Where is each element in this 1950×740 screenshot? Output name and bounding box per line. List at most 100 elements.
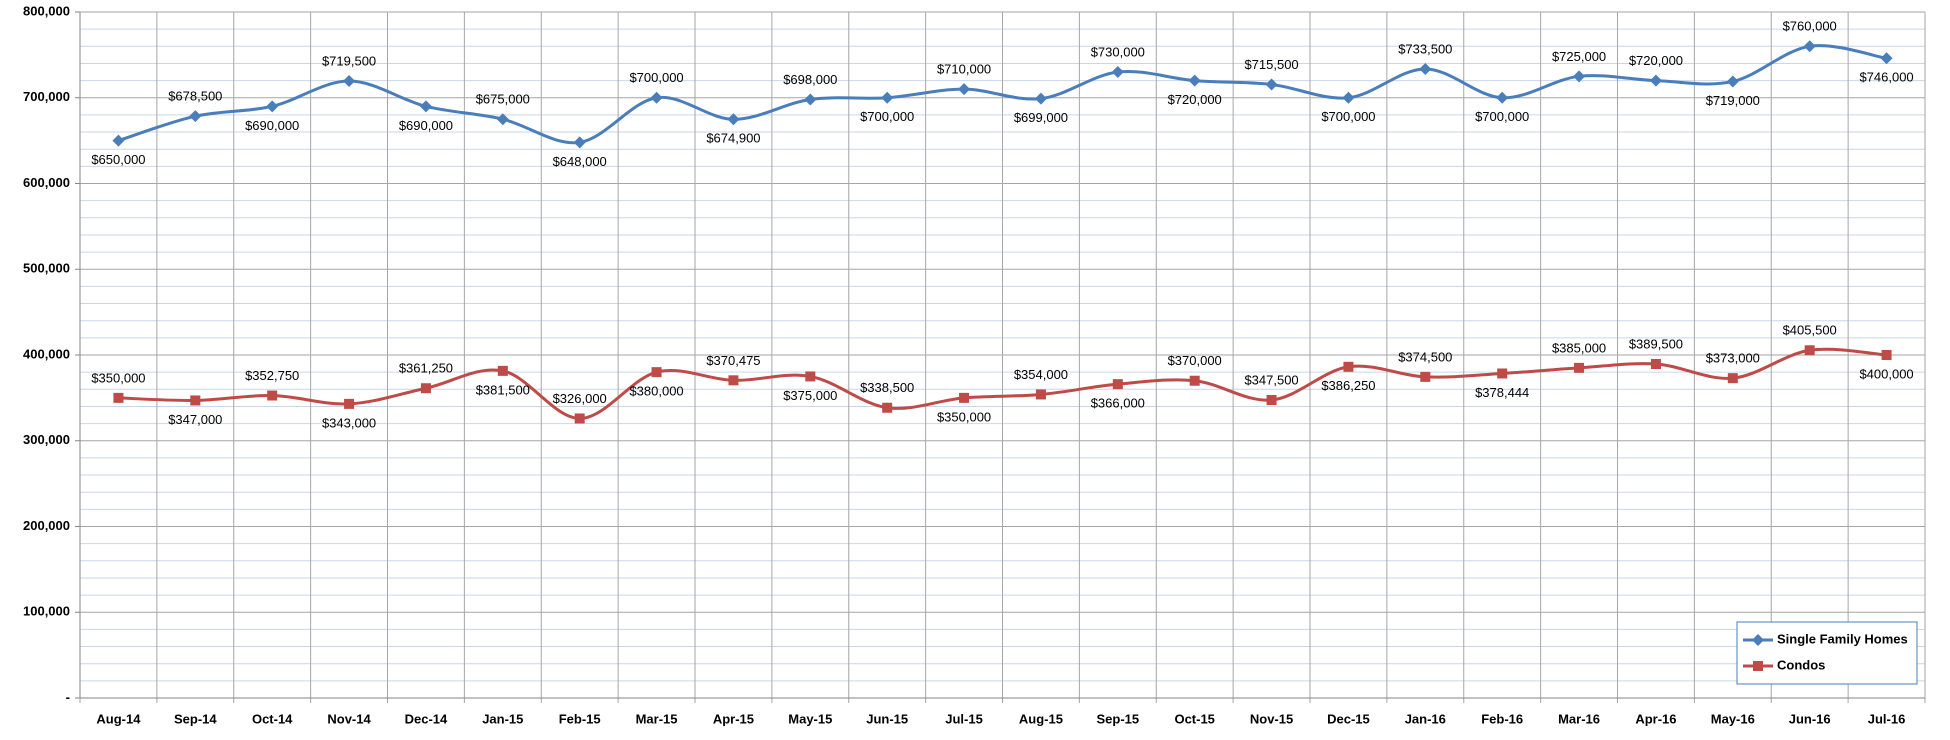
data-label: $370,475 xyxy=(706,353,760,368)
x-tick-label: Oct-14 xyxy=(252,711,293,726)
marker xyxy=(1804,345,1815,356)
y-tick-label: 700,000 xyxy=(23,89,70,104)
legend-label: Single Family Homes xyxy=(1777,631,1908,646)
data-label: $370,000 xyxy=(1168,353,1222,368)
data-label: $381,500 xyxy=(476,382,530,397)
y-tick-label: 600,000 xyxy=(23,175,70,190)
x-tick-label: Dec-15 xyxy=(1327,711,1370,726)
y-tick-label: 800,000 xyxy=(23,3,70,18)
x-tick-label: Dec-14 xyxy=(405,711,448,726)
y-tick-label: 400,000 xyxy=(23,346,70,361)
data-label: $338,500 xyxy=(860,380,914,395)
y-tick-label: 200,000 xyxy=(23,518,70,533)
marker xyxy=(1497,368,1508,379)
x-tick-label: Mar-15 xyxy=(636,711,678,726)
marker xyxy=(650,91,663,104)
marker xyxy=(419,100,432,113)
x-tick-label: Oct-15 xyxy=(1174,711,1214,726)
data-label: $719,000 xyxy=(1706,93,1760,108)
data-label: $690,000 xyxy=(245,118,299,133)
marker xyxy=(420,383,431,394)
data-label: $725,000 xyxy=(1552,49,1606,64)
x-tick-label: Jun-16 xyxy=(1789,711,1831,726)
marker xyxy=(1266,395,1277,406)
data-label: $733,500 xyxy=(1398,41,1452,56)
marker xyxy=(1880,52,1893,65)
x-tick-label: Aug-15 xyxy=(1019,711,1063,726)
marker xyxy=(1342,91,1355,104)
data-label: $650,000 xyxy=(91,152,145,167)
marker xyxy=(1419,63,1432,76)
x-tick-label: Jul-16 xyxy=(1868,711,1906,726)
marker xyxy=(651,367,662,378)
marker xyxy=(1188,74,1201,87)
marker xyxy=(1573,70,1586,83)
data-label: $700,000 xyxy=(860,109,914,124)
x-tick-label: Sep-14 xyxy=(174,711,217,726)
marker xyxy=(1727,373,1738,384)
marker xyxy=(266,100,279,113)
data-label: $674,900 xyxy=(706,131,760,146)
x-tick-label: Feb-15 xyxy=(559,711,601,726)
x-tick-label: Mar-16 xyxy=(1558,711,1600,726)
data-label: $385,000 xyxy=(1552,340,1606,355)
x-tick-label: Jan-15 xyxy=(482,711,523,726)
legend: Single Family Homes Condos xyxy=(1736,621,1918,685)
marker xyxy=(1574,362,1585,373)
marker xyxy=(573,136,586,149)
y-tick-label: - xyxy=(66,689,70,704)
data-label: $698,000 xyxy=(783,72,837,87)
marker xyxy=(1343,361,1354,372)
data-label: $700,000 xyxy=(1475,109,1529,124)
marker xyxy=(1752,634,1764,646)
x-tick-label: Aug-14 xyxy=(96,711,141,726)
marker xyxy=(1420,371,1431,382)
x-tick-label: Jun-15 xyxy=(866,711,908,726)
marker xyxy=(1265,78,1278,91)
marker xyxy=(959,392,970,403)
y-tick-label: 100,000 xyxy=(23,604,70,619)
data-label: $690,000 xyxy=(399,118,453,133)
data-label: $675,000 xyxy=(476,92,530,107)
data-label: $389,500 xyxy=(1629,336,1683,351)
data-label: $678,500 xyxy=(168,89,222,104)
data-label: $648,000 xyxy=(553,154,607,169)
marker xyxy=(1753,661,1763,671)
marker xyxy=(1650,359,1661,370)
marker xyxy=(267,390,278,401)
marker xyxy=(1803,40,1816,53)
x-tick-label: Nov-15 xyxy=(1250,711,1293,726)
data-label: $700,000 xyxy=(1321,109,1375,124)
x-tick-label: Nov-14 xyxy=(327,711,371,726)
data-label: $400,000 xyxy=(1859,366,1913,381)
series: $650,000 $678,500 $690,000 $719,500 $690,000… xyxy=(91,19,1913,169)
data-label: $380,000 xyxy=(629,384,683,399)
marker xyxy=(1035,389,1046,400)
marker xyxy=(344,398,355,409)
marker xyxy=(958,83,971,96)
marker xyxy=(881,91,894,104)
legend-label: Condos xyxy=(1777,657,1825,672)
data-label: $378,444 xyxy=(1475,385,1529,400)
marker xyxy=(497,365,508,376)
marker xyxy=(1189,375,1200,386)
data-label: $715,500 xyxy=(1244,57,1298,72)
marker xyxy=(1496,91,1509,104)
x-tick-label: May-15 xyxy=(788,711,832,726)
data-label: $710,000 xyxy=(937,62,991,77)
marker xyxy=(882,402,893,413)
data-label: $373,000 xyxy=(1706,351,1760,366)
data-label: $354,000 xyxy=(1014,367,1068,382)
x-tick-label: Jul-15 xyxy=(945,711,983,726)
data-label: $405,500 xyxy=(1783,323,1837,338)
x-tick-label: Apr-15 xyxy=(713,711,754,726)
data-label: $760,000 xyxy=(1783,19,1837,34)
marker xyxy=(804,93,817,106)
data-label: $366,000 xyxy=(1091,396,1145,411)
x-tick-label: Apr-16 xyxy=(1635,711,1676,726)
x-tick-label: Feb-16 xyxy=(1481,711,1523,726)
data-label: $326,000 xyxy=(553,391,607,406)
data-label: $343,000 xyxy=(322,415,376,430)
y-tick-label: 500,000 xyxy=(23,261,70,276)
